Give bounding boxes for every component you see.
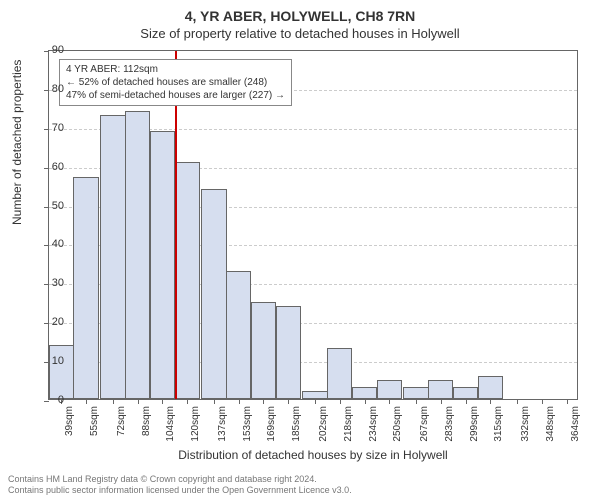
xtick-label: 299sqm: [469, 406, 480, 442]
xtick-label: 169sqm: [266, 406, 277, 442]
xtick-mark: [490, 399, 491, 404]
histogram-bar: [428, 380, 454, 399]
xtick-label: 250sqm: [392, 406, 403, 442]
histogram-bar: [352, 387, 378, 399]
ytick-label: 40: [52, 238, 64, 250]
ytick-label: 80: [52, 83, 64, 95]
histogram-bar: [125, 111, 151, 399]
chart-title-sub: Size of property relative to detached ho…: [0, 24, 600, 41]
histogram-bar: [251, 302, 277, 399]
ytick-label: 70: [52, 122, 64, 134]
xtick-mark: [340, 399, 341, 404]
histogram-bar: [403, 387, 429, 399]
xtick-label: 267sqm: [419, 406, 430, 442]
xtick-mark: [239, 399, 240, 404]
xtick-mark: [214, 399, 215, 404]
ytick-mark: [44, 168, 49, 169]
plot-region: 4 YR ABER: 112sqm← 52% of detached house…: [48, 50, 578, 400]
xtick-mark: [389, 399, 390, 404]
xtick-label: 104sqm: [165, 406, 176, 442]
ytick-label: 10: [52, 355, 64, 367]
chart-area: 4 YR ABER: 112sqm← 52% of detached house…: [48, 50, 578, 400]
xtick-mark: [138, 399, 139, 404]
chart-title-main: 4, YR ABER, HOLYWELL, CH8 7RN: [0, 0, 600, 24]
ytick-label: 20: [52, 316, 64, 328]
xtick-label: 88sqm: [141, 406, 152, 436]
footer-attribution: Contains HM Land Registry data © Crown c…: [8, 474, 352, 496]
xtick-label: 283sqm: [444, 406, 455, 442]
xtick-label: 185sqm: [291, 406, 302, 442]
xtick-mark: [162, 399, 163, 404]
annotation-box: 4 YR ABER: 112sqm← 52% of detached house…: [59, 59, 292, 106]
xtick-mark: [441, 399, 442, 404]
xtick-label: 332sqm: [520, 406, 531, 442]
xtick-mark: [517, 399, 518, 404]
xtick-mark: [567, 399, 568, 404]
footer-line2: Contains public sector information licen…: [8, 485, 352, 496]
annotation-line: 4 YR ABER: 112sqm: [66, 63, 285, 76]
xtick-mark: [288, 399, 289, 404]
ytick-mark: [44, 284, 49, 285]
histogram-bar: [201, 189, 227, 399]
footer-line1: Contains HM Land Registry data © Crown c…: [8, 474, 352, 485]
xtick-mark: [542, 399, 543, 404]
histogram-bar: [276, 306, 302, 399]
xtick-label: 55sqm: [89, 406, 100, 436]
histogram-bar: [49, 345, 75, 399]
xtick-label: 202sqm: [318, 406, 329, 442]
ytick-mark: [44, 207, 49, 208]
xtick-label: 120sqm: [190, 406, 201, 442]
xtick-label: 348sqm: [545, 406, 556, 442]
histogram-bar: [453, 387, 479, 399]
ytick-label: 50: [52, 200, 64, 212]
ytick-mark: [44, 245, 49, 246]
xtick-mark: [113, 399, 114, 404]
xtick-label: 218sqm: [343, 406, 354, 442]
histogram-bar: [478, 376, 504, 399]
xtick-mark: [187, 399, 188, 404]
xtick-label: 364sqm: [570, 406, 581, 442]
chart-container: { "chart": { "type": "histogram", "title…: [0, 0, 600, 500]
histogram-bar: [226, 271, 252, 399]
x-axis-label: Distribution of detached houses by size …: [48, 448, 578, 462]
ytick-mark: [44, 129, 49, 130]
ytick-mark: [44, 90, 49, 91]
ytick-mark: [44, 51, 49, 52]
xtick-label: 39sqm: [64, 406, 75, 436]
xtick-mark: [416, 399, 417, 404]
histogram-bar: [302, 391, 328, 399]
ytick-label: 30: [52, 277, 64, 289]
xtick-label: 137sqm: [217, 406, 228, 442]
xtick-mark: [466, 399, 467, 404]
ytick-label: 0: [58, 394, 64, 406]
histogram-bar: [73, 177, 99, 399]
xtick-mark: [315, 399, 316, 404]
y-axis-label: Number of detached properties: [10, 60, 24, 225]
histogram-bar: [150, 131, 176, 399]
ytick-mark: [44, 323, 49, 324]
xtick-label: 72sqm: [116, 406, 127, 436]
xtick-label: 234sqm: [368, 406, 379, 442]
ytick-mark: [44, 401, 49, 402]
histogram-bar: [377, 380, 403, 399]
ytick-label: 90: [52, 44, 64, 56]
xtick-mark: [365, 399, 366, 404]
xtick-label: 153sqm: [242, 406, 253, 442]
ytick-label: 60: [52, 161, 64, 173]
xtick-label: 315sqm: [493, 406, 504, 442]
xtick-mark: [263, 399, 264, 404]
histogram-bar: [175, 162, 201, 399]
histogram-bar: [100, 115, 126, 399]
xtick-mark: [86, 399, 87, 404]
histogram-bar: [327, 348, 353, 399]
annotation-line: ← 52% of detached houses are smaller (24…: [66, 76, 285, 89]
annotation-line: 47% of semi-detached houses are larger (…: [66, 89, 285, 102]
